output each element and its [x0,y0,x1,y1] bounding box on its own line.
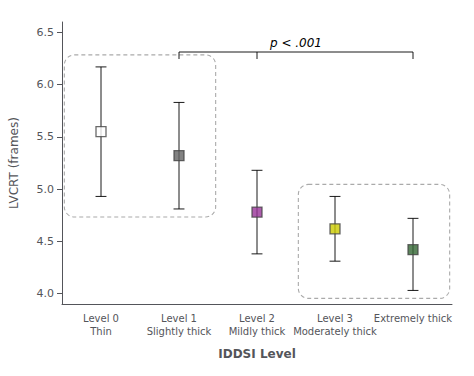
svg-text:Level 3: Level 3 [317,313,353,324]
svg-text:5.5: 5.5 [37,130,55,143]
svg-text:4.0: 4.0 [37,287,55,300]
svg-text:Mildly thick: Mildly thick [229,326,286,337]
svg-text:IDDSI Level: IDDSI Level [218,347,296,361]
svg-text:Level 0: Level 0 [83,313,119,324]
svg-text:p < .001: p < .001 [269,36,322,50]
svg-text:4.5: 4.5 [37,235,55,248]
svg-text:6.5: 6.5 [37,26,55,39]
svg-text:Moderately thick: Moderately thick [293,326,377,337]
svg-text:Level 2: Level 2 [239,313,275,324]
svg-text:5.0: 5.0 [37,183,55,196]
svg-text:Extremely thick: Extremely thick [374,313,453,324]
svg-text:LVCRT (frames): LVCRT (frames) [7,117,21,209]
svg-text:6.0: 6.0 [37,78,55,91]
svg-text:Slightly thick: Slightly thick [147,326,212,337]
svg-text:Level 1: Level 1 [161,313,197,324]
svg-text:Thin: Thin [89,326,112,337]
